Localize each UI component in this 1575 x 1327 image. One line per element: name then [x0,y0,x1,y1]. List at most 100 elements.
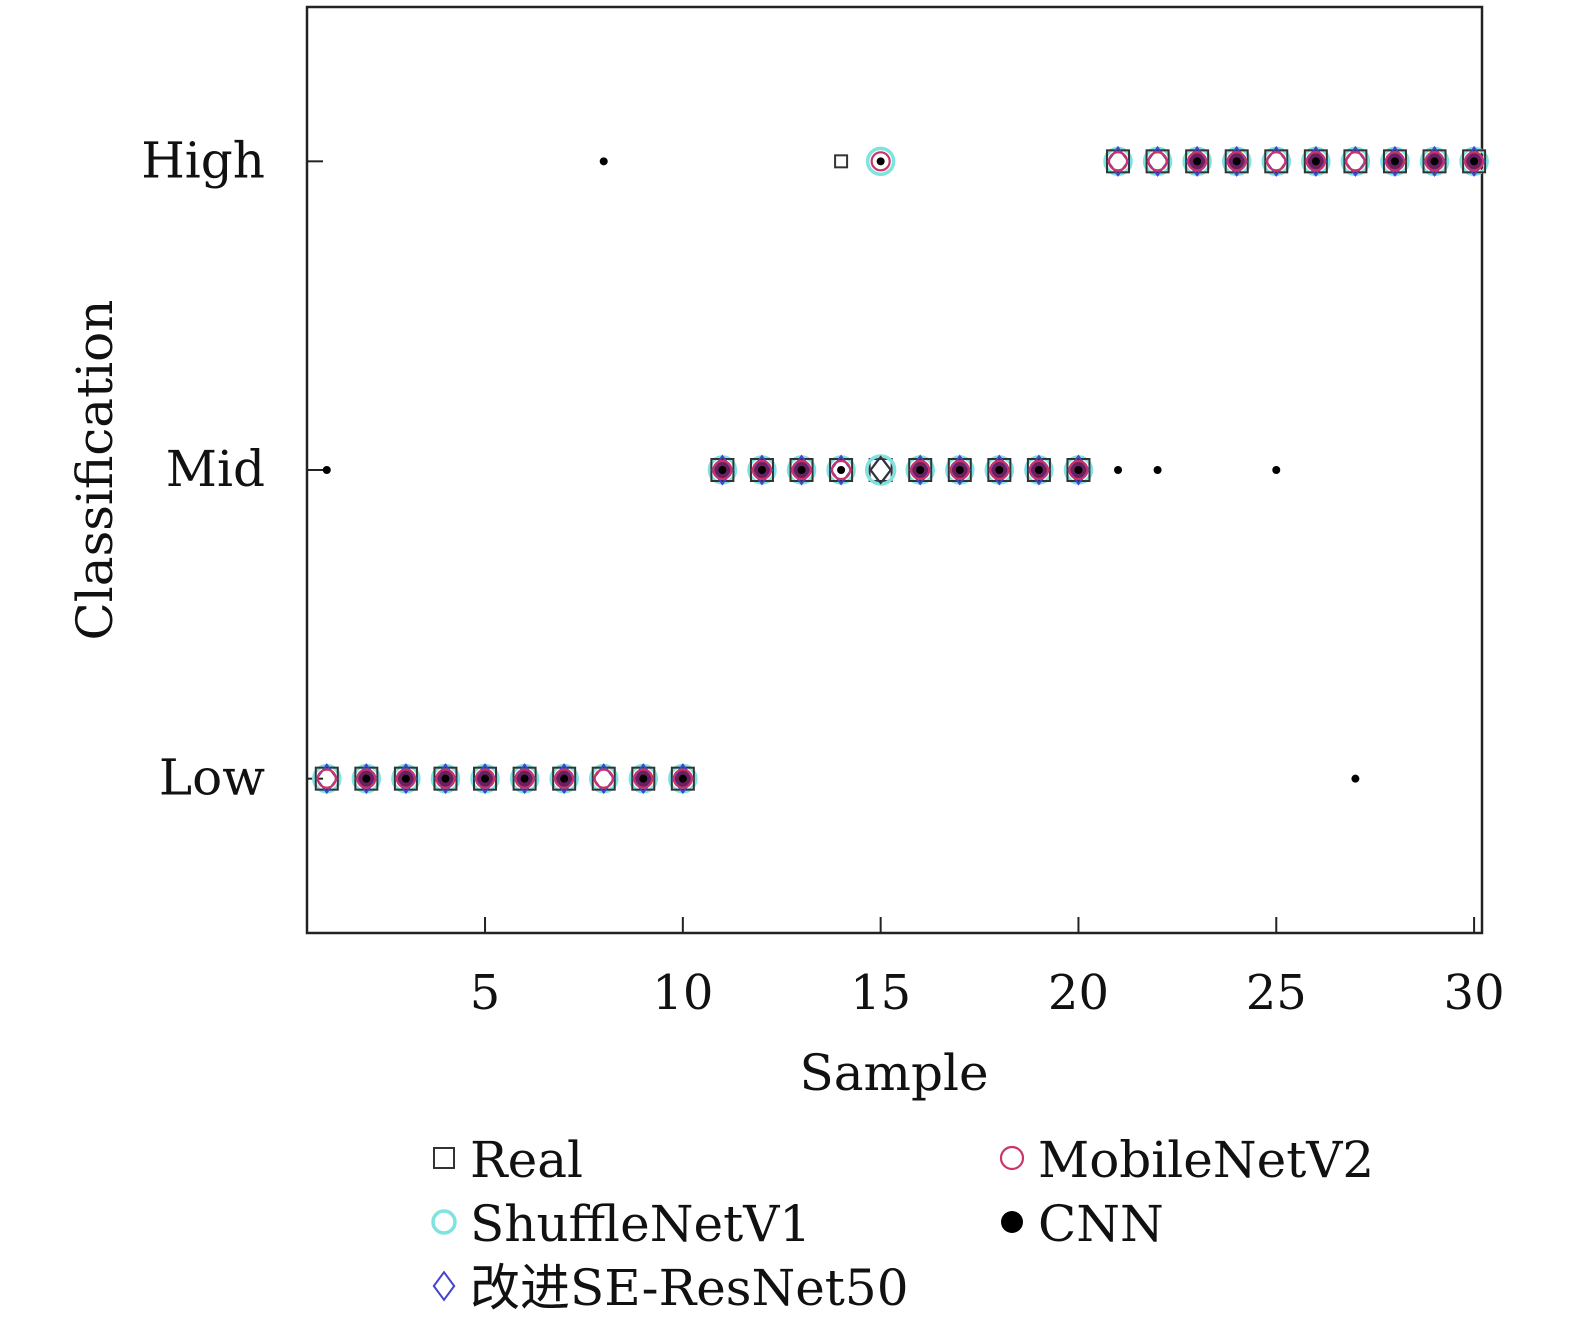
point [1305,151,1326,172]
point [678,774,687,783]
point [1343,149,1368,174]
point [1187,151,1208,172]
point [834,154,849,169]
x-tick-label: 20 [1048,965,1109,1021]
point [639,774,648,783]
point [876,157,885,166]
legend-item: ShuffleNetV1 [431,1195,811,1253]
point [395,768,417,789]
point [1264,149,1289,174]
x-tick-label: 10 [652,965,713,1021]
point [474,768,496,789]
point [1345,151,1366,172]
point [1351,774,1360,783]
series--se-resnet50 [315,145,1486,795]
point [949,459,970,481]
y-tick-label: High [141,131,265,189]
point [718,466,727,474]
legend-marker [431,1209,457,1235]
point [1430,157,1439,166]
point [401,774,410,783]
series-mobilenetv2 [316,151,1485,789]
legend-item: CNN [1001,1195,1164,1253]
point [356,768,377,789]
point [441,774,450,783]
legend-marker [999,1145,1025,1171]
legend: Real MobileNetV2 ShuffleNetV1 CNN 改进SE-ResNe… [431,1131,1374,1317]
point [1226,151,1247,172]
point [1390,157,1399,166]
series-cnn [322,157,1479,783]
point [560,774,569,783]
legend-label: CNN [1038,1195,1164,1253]
point [554,768,575,789]
point [797,466,806,474]
point [633,768,654,789]
point [1107,151,1129,172]
point [481,774,490,783]
y-axis: Low Mid High [141,131,323,807]
legend-item: MobileNetV2 [999,1131,1374,1189]
point [1272,466,1281,474]
point [757,466,766,474]
point [868,458,893,482]
point [1463,151,1485,172]
point [593,768,614,789]
point [322,466,331,474]
point [1106,149,1131,174]
point [599,157,608,166]
x-axis: 5 10 15 20 25 30 [470,917,1505,1021]
point [989,459,1010,481]
point [1384,151,1406,172]
point [362,774,371,783]
series-shufflenetv1 [312,146,1489,794]
point [910,459,931,481]
point [1424,151,1445,172]
point [1193,157,1202,166]
point [1153,466,1162,474]
legend-item: 改进SE-ResNet50 [432,1259,909,1317]
series-extra [834,154,897,486]
point [751,459,773,481]
x-tick-label: 5 [470,965,501,1021]
point [1232,157,1241,166]
point [514,768,535,789]
point [1147,151,1168,172]
x-tick-label: 30 [1444,965,1505,1021]
data-marks [312,145,1489,795]
point [869,455,892,485]
legend-label: Real [470,1131,583,1189]
point [830,459,852,481]
series-real [314,149,1487,791]
point [995,466,1004,474]
point [520,774,529,783]
point [672,768,693,789]
legend-label: MobileNetV2 [1038,1131,1374,1189]
y-tick-label: Mid [166,440,265,498]
y-axis-label: Classification [66,300,124,641]
point [870,151,891,172]
point [869,454,893,486]
point [435,768,456,789]
point [865,146,896,177]
point [1470,157,1479,166]
legend-label: ShuffleNetV1 [470,1195,811,1253]
legend-marker [1001,1211,1023,1233]
x-axis-label: Sample [799,1044,988,1102]
legend-marker [433,1147,455,1169]
x-tick-label: 25 [1246,965,1307,1021]
point [916,466,925,474]
point [1034,466,1043,474]
point [1145,149,1170,174]
point [1266,151,1287,172]
point [591,766,616,791]
point [1311,157,1320,166]
point [316,768,337,789]
x-tick-label: 15 [850,965,911,1021]
y-tick-label: Low [159,749,265,807]
legend-marker [432,1270,456,1302]
point [837,466,846,474]
point [712,459,733,481]
point [1028,459,1050,481]
